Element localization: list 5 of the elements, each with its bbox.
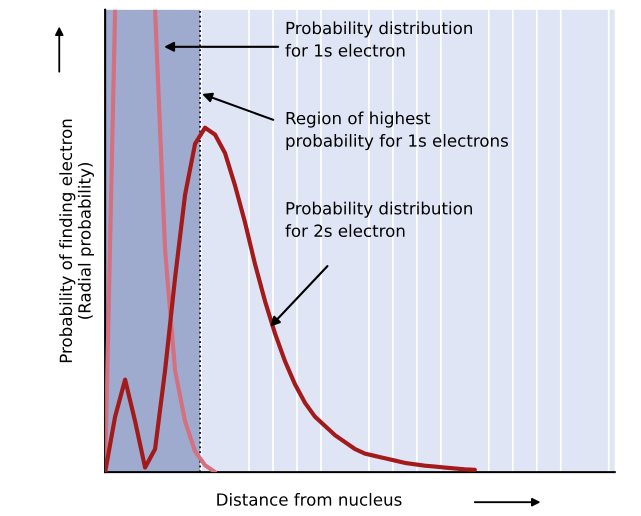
annotation: Probability distribution for 2s electron bbox=[285, 202, 472, 238]
y-axis-title: Probability of finding electron (Radial probability) bbox=[59, 120, 94, 362]
annotation: Probability distribution for 1s electron bbox=[285, 21, 472, 57]
annotation: Region of highest probability for 1s electrons bbox=[286, 112, 508, 150]
x-axis-title: Distance from nucleus bbox=[217, 492, 402, 506]
